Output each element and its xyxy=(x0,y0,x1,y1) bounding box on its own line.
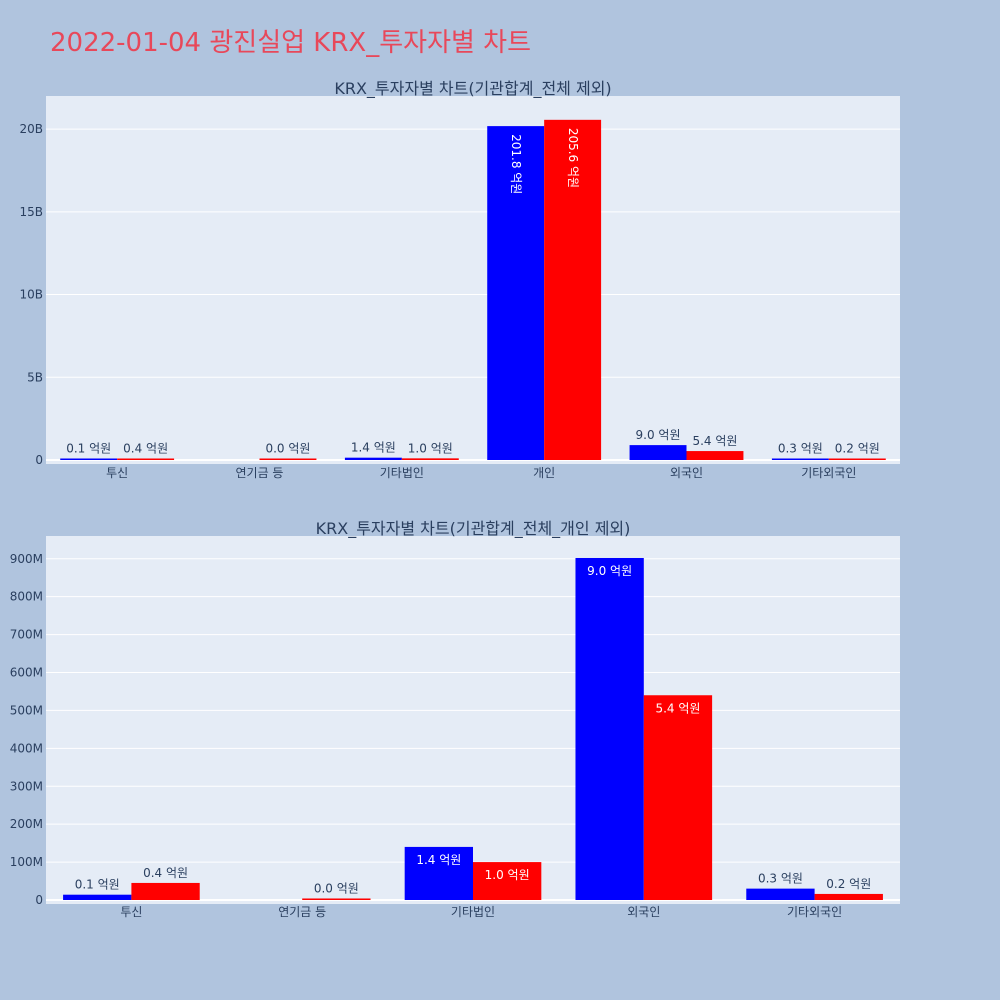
data-label: 5.4 억원 xyxy=(655,701,700,715)
data-label: 1.4 억원 xyxy=(416,853,461,867)
data-label: 0.0 억원 xyxy=(314,881,359,895)
y-tick-label: 800M xyxy=(10,590,43,604)
bar xyxy=(404,846,473,900)
y-tick-label: 400M xyxy=(10,741,43,755)
x-tick-label: 기타외국인 xyxy=(787,905,842,919)
x-tick-label: 기타외국인 xyxy=(801,466,856,480)
bar xyxy=(544,119,602,461)
chart-title: KRX_투자자별 차트(기관합계_전체_개인 제외) xyxy=(316,519,631,539)
y-tick-label: 200M xyxy=(10,817,43,831)
bar xyxy=(302,898,371,900)
plot-area xyxy=(46,96,900,464)
bar xyxy=(259,458,317,460)
bar xyxy=(487,126,545,460)
y-tick-label: 20B xyxy=(19,122,43,136)
x-tick-label: 연기금 등 xyxy=(236,466,284,480)
bar xyxy=(60,458,118,460)
data-label: 0.2 억원 xyxy=(826,877,871,891)
x-tick-label: 투신 xyxy=(106,466,128,480)
data-label: 1.0 억원 xyxy=(485,868,530,882)
data-label: 0.4 억원 xyxy=(123,442,168,456)
x-tick-label: 기타법인 xyxy=(380,466,424,480)
x-tick-label: 외국인 xyxy=(627,905,660,919)
data-label: 0.0 억원 xyxy=(265,442,310,456)
y-tick-label: 0 xyxy=(35,453,43,467)
bar xyxy=(828,458,886,460)
data-label: 0.4 억원 xyxy=(143,866,188,880)
y-tick-label: 700M xyxy=(10,628,43,642)
y-tick-label: 300M xyxy=(10,779,43,793)
data-label: 0.1 억원 xyxy=(66,442,111,456)
y-tick-label: 500M xyxy=(10,703,43,717)
data-label: 0.3 억원 xyxy=(758,872,803,886)
y-tick-label: 600M xyxy=(10,666,43,680)
bar xyxy=(629,445,687,460)
bar xyxy=(117,458,175,460)
x-tick-label: 투신 xyxy=(120,905,142,919)
x-tick-label: 외국인 xyxy=(670,466,703,480)
chart-bottom: 0 100M 200M 300M 400M 500M 600M 700M 800M 900M KRX… xyxy=(10,519,900,919)
data-label: 0.1 억원 xyxy=(75,878,120,892)
x-tick-label: 개인 xyxy=(533,466,555,480)
bar xyxy=(746,888,815,900)
y-tick-label: 0 xyxy=(35,893,43,907)
plot-area xyxy=(46,536,900,904)
data-label: 0.2 억원 xyxy=(835,442,880,456)
bar xyxy=(814,893,883,900)
data-label: 1.4 억원 xyxy=(351,441,396,455)
data-label: 205.6 억원 xyxy=(566,128,580,188)
y-tick-label: 100M xyxy=(10,855,43,869)
y-tick-label: 15B xyxy=(19,205,43,219)
data-label: 1.0 억원 xyxy=(408,441,453,455)
y-tick-label: 900M xyxy=(10,552,43,566)
bar xyxy=(643,695,713,900)
x-tick-label: 기타법인 xyxy=(451,905,495,919)
data-label: 9.0 억원 xyxy=(636,428,681,442)
data-label: 201.8 억원 xyxy=(509,134,523,194)
bar xyxy=(63,894,132,900)
bar xyxy=(473,862,542,900)
bar xyxy=(575,557,644,900)
bar xyxy=(131,882,200,900)
bar xyxy=(401,458,459,460)
y-tick-label: 10B xyxy=(19,288,43,302)
bar xyxy=(771,458,829,460)
x-tick-label: 연기금 등 xyxy=(278,905,326,919)
bar xyxy=(686,451,744,460)
bar xyxy=(344,457,402,460)
data-label: 0.3 억원 xyxy=(778,442,823,456)
chart-top: 0 5B 10B 15B 20B KRX_투자자별 차트(기관합계_전체 제외) 투신 0.1… xyxy=(19,79,900,480)
chart-title: KRX_투자자별 차트(기관합계_전체 제외) xyxy=(334,79,611,99)
y-tick-label: 5B xyxy=(27,370,43,384)
data-label: 5.4 억원 xyxy=(692,434,737,448)
data-label: 9.0 억원 xyxy=(587,564,632,578)
page-title: 2022-01-04 광진실업 KRX_투자자별 차트 xyxy=(50,28,532,58)
